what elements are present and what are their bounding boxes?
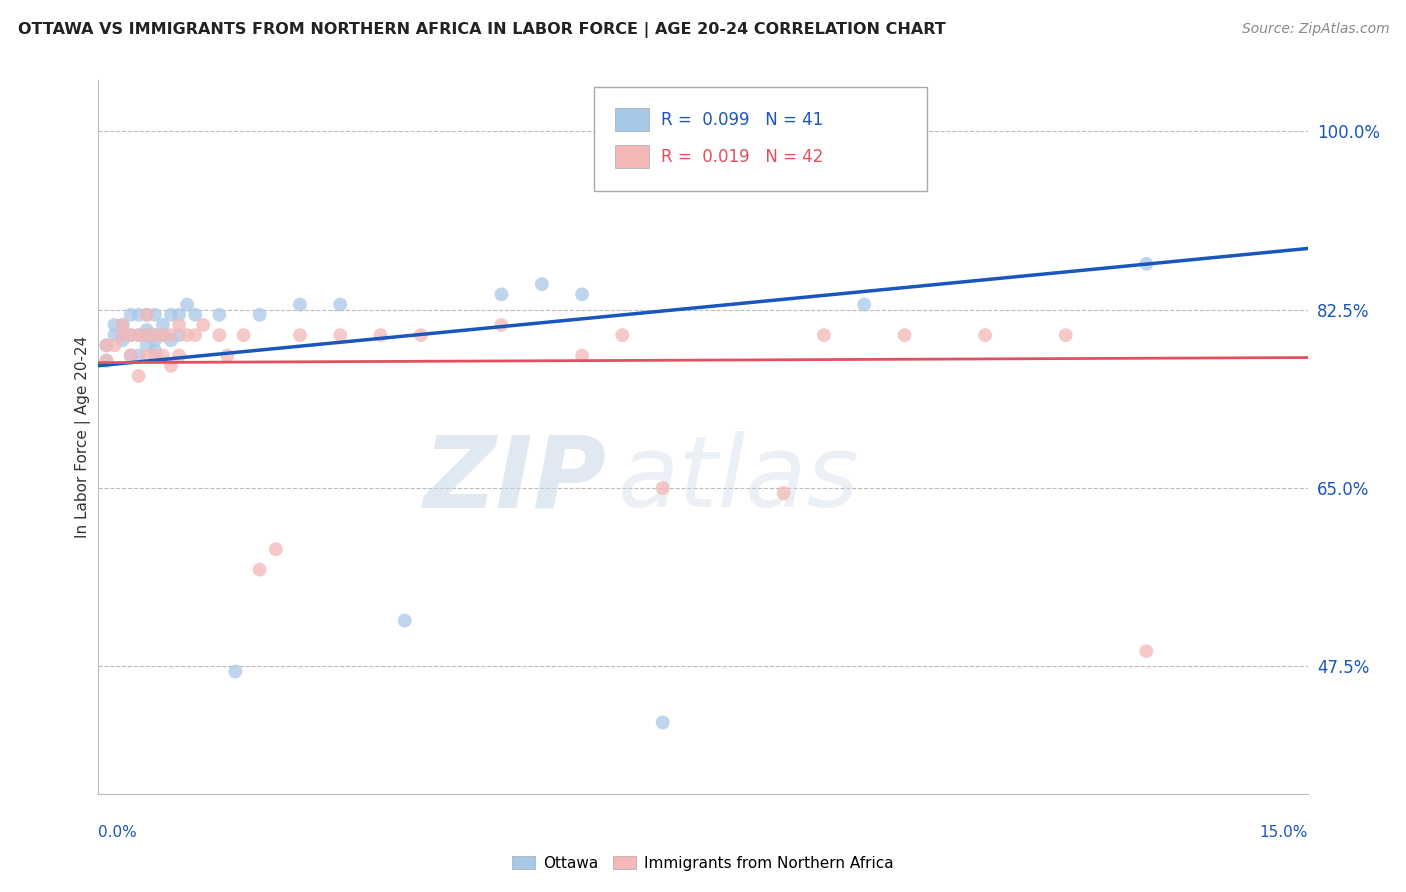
Point xyxy=(152,349,174,363)
Point xyxy=(135,328,157,343)
Point xyxy=(193,318,215,332)
Text: R =  0.019   N = 42: R = 0.019 N = 42 xyxy=(661,148,823,166)
Point xyxy=(530,277,553,292)
Point xyxy=(120,308,142,322)
Point xyxy=(249,563,271,577)
Point xyxy=(135,323,157,337)
Point xyxy=(409,328,432,343)
Point xyxy=(370,328,392,343)
Text: 15.0%: 15.0% xyxy=(1260,825,1308,839)
Point xyxy=(128,328,150,343)
Point xyxy=(111,333,134,347)
Point xyxy=(288,328,311,343)
Point xyxy=(135,349,157,363)
Text: R =  0.099   N = 41: R = 0.099 N = 41 xyxy=(661,111,823,128)
Point xyxy=(853,297,876,311)
Point xyxy=(111,318,134,332)
Point xyxy=(208,328,231,343)
Point xyxy=(571,349,593,363)
Point xyxy=(96,353,118,368)
Bar xyxy=(614,108,648,131)
Point xyxy=(491,287,513,301)
Point xyxy=(160,328,183,343)
Point xyxy=(167,318,190,332)
Point xyxy=(329,328,352,343)
Point xyxy=(152,318,174,332)
Point xyxy=(160,359,183,373)
Point xyxy=(143,349,166,363)
Point xyxy=(184,328,207,343)
Point xyxy=(772,486,794,500)
Point xyxy=(135,328,157,343)
Point xyxy=(143,333,166,347)
Point xyxy=(571,287,593,301)
Point xyxy=(184,308,207,322)
Point xyxy=(176,297,198,311)
Point xyxy=(974,328,997,343)
Point xyxy=(167,308,190,322)
Point xyxy=(120,328,142,343)
Point xyxy=(143,343,166,358)
Point xyxy=(1054,328,1077,343)
Point xyxy=(143,328,166,343)
Point xyxy=(120,349,142,363)
Point xyxy=(651,715,673,730)
Point xyxy=(135,308,157,322)
Point xyxy=(651,481,673,495)
Point xyxy=(128,349,150,363)
Legend: Ottawa, Immigrants from Northern Africa: Ottawa, Immigrants from Northern Africa xyxy=(512,856,894,871)
Point xyxy=(120,349,142,363)
Point xyxy=(491,318,513,332)
Point xyxy=(288,297,311,311)
Point xyxy=(103,338,125,352)
Point xyxy=(329,297,352,311)
Point xyxy=(1135,644,1157,658)
Y-axis label: In Labor Force | Age 20-24: In Labor Force | Age 20-24 xyxy=(76,336,91,538)
Point xyxy=(111,328,134,343)
Point xyxy=(208,308,231,322)
Point xyxy=(160,308,183,322)
Point xyxy=(128,368,150,383)
Point xyxy=(893,328,915,343)
Point xyxy=(612,328,634,343)
Point xyxy=(152,328,174,343)
Point xyxy=(96,338,118,352)
Point xyxy=(264,542,287,557)
Point xyxy=(167,328,190,343)
Text: Source: ZipAtlas.com: Source: ZipAtlas.com xyxy=(1241,22,1389,37)
Point xyxy=(128,328,150,343)
Point xyxy=(217,349,239,363)
Point xyxy=(135,338,157,352)
FancyBboxPatch shape xyxy=(595,87,927,191)
Point xyxy=(143,308,166,322)
Point xyxy=(96,353,118,368)
Text: ZIP: ZIP xyxy=(423,432,606,528)
Bar xyxy=(614,145,648,168)
Point xyxy=(135,308,157,322)
Text: atlas: atlas xyxy=(619,432,860,528)
Point xyxy=(111,318,134,332)
Text: 0.0%: 0.0% xyxy=(98,825,138,839)
Point xyxy=(224,665,246,679)
Point xyxy=(103,328,125,343)
Point xyxy=(120,328,142,343)
Point xyxy=(1135,257,1157,271)
Text: OTTAWA VS IMMIGRANTS FROM NORTHERN AFRICA IN LABOR FORCE | AGE 20-24 CORRELATION: OTTAWA VS IMMIGRANTS FROM NORTHERN AFRIC… xyxy=(18,22,946,38)
Point xyxy=(249,308,271,322)
Point xyxy=(394,614,416,628)
Point xyxy=(103,318,125,332)
Point xyxy=(160,333,183,347)
Point xyxy=(167,349,190,363)
Point xyxy=(96,338,118,352)
Point xyxy=(143,328,166,343)
Point xyxy=(128,308,150,322)
Point xyxy=(232,328,254,343)
Point xyxy=(152,328,174,343)
Point xyxy=(813,328,835,343)
Point xyxy=(111,328,134,343)
Point xyxy=(176,328,198,343)
